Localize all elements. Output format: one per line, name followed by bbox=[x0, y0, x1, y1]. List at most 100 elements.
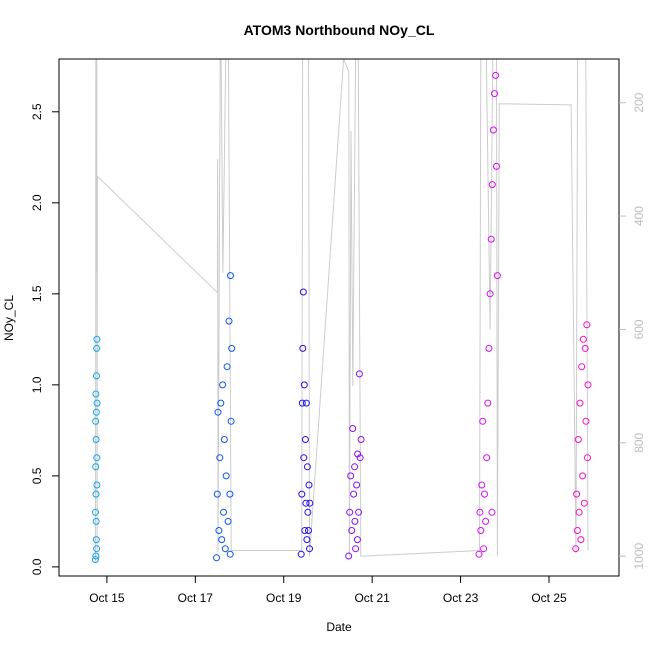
data-point bbox=[302, 399, 310, 407]
data-point bbox=[93, 454, 101, 462]
data-point bbox=[92, 436, 100, 443]
data-point bbox=[348, 527, 356, 534]
data-point bbox=[492, 71, 500, 79]
data-point bbox=[300, 381, 308, 389]
data-point bbox=[487, 235, 495, 243]
data-point bbox=[577, 536, 585, 544]
data-point bbox=[305, 527, 312, 534]
data-point bbox=[92, 390, 100, 398]
data-point bbox=[352, 545, 360, 553]
data-point bbox=[478, 481, 486, 489]
data-point bbox=[298, 490, 306, 498]
data-point bbox=[221, 545, 229, 553]
data-point bbox=[305, 481, 313, 489]
data-point bbox=[92, 490, 100, 498]
data-point bbox=[355, 370, 363, 378]
data-point bbox=[584, 381, 592, 389]
data-point bbox=[582, 417, 590, 425]
data-point bbox=[353, 481, 361, 489]
data-point bbox=[482, 517, 490, 525]
flight-series-4 bbox=[345, 370, 365, 560]
data-point bbox=[222, 472, 230, 480]
data-point bbox=[580, 499, 588, 507]
data-point bbox=[584, 454, 591, 462]
flight-series-5 bbox=[475, 71, 501, 558]
y-tick-label: 1.0 bbox=[30, 376, 44, 393]
data-point bbox=[93, 344, 101, 352]
flight-series-3 bbox=[297, 288, 314, 558]
data-point bbox=[488, 508, 496, 516]
right-y-tick-label: 800 bbox=[632, 432, 646, 452]
data-point bbox=[297, 550, 305, 558]
data-point bbox=[480, 545, 488, 553]
data-point bbox=[576, 399, 584, 407]
data-point bbox=[224, 517, 232, 525]
data-point bbox=[493, 162, 500, 170]
x-tick-label: Oct 19 bbox=[266, 591, 302, 605]
data-point bbox=[484, 399, 492, 407]
x-tick-label: Oct 15 bbox=[89, 591, 125, 605]
x-tick-label: Oct 25 bbox=[531, 591, 567, 605]
data-point bbox=[579, 335, 587, 343]
flight-series-2 bbox=[213, 272, 236, 562]
data-point bbox=[485, 344, 493, 352]
data-point bbox=[574, 436, 582, 443]
data-point bbox=[355, 508, 363, 516]
data-point bbox=[223, 363, 231, 371]
x-axis-label: Date bbox=[326, 620, 352, 634]
data-point bbox=[578, 363, 586, 371]
data-point bbox=[213, 554, 220, 562]
y-tick-label: 0.5 bbox=[30, 467, 44, 484]
x-tick-label: Oct 23 bbox=[443, 591, 479, 605]
pressure-trace-layer bbox=[95, 59, 589, 562]
data-point bbox=[349, 425, 357, 432]
data-point bbox=[477, 527, 485, 534]
data-point bbox=[93, 335, 101, 343]
data-point bbox=[216, 454, 224, 462]
data-point bbox=[299, 288, 307, 296]
data-point bbox=[301, 436, 309, 443]
data-point bbox=[351, 517, 359, 525]
right-y-axis: 200 400 600 800 1000 bbox=[619, 92, 646, 570]
x-tick-label: Oct 21 bbox=[354, 591, 390, 605]
data-point bbox=[351, 463, 359, 471]
data-point bbox=[92, 517, 100, 525]
y-axis-label: NOy_CL bbox=[2, 295, 16, 341]
right-y-tick-label: 1000 bbox=[632, 542, 646, 569]
data-point bbox=[479, 417, 487, 425]
pressure-trace-line bbox=[95, 59, 589, 562]
y-tick-label: 1.5 bbox=[30, 285, 44, 302]
data-point bbox=[303, 463, 311, 471]
data-point bbox=[214, 408, 222, 416]
data-point bbox=[302, 499, 310, 507]
flight-series-6 bbox=[572, 321, 592, 553]
data-point bbox=[303, 536, 311, 544]
data-point bbox=[306, 545, 313, 553]
x-tick-label: Oct 17 bbox=[178, 591, 214, 605]
data-point bbox=[488, 181, 496, 189]
data-point bbox=[215, 527, 223, 534]
data-point bbox=[92, 463, 100, 471]
data-point bbox=[299, 344, 307, 352]
data-point bbox=[572, 545, 580, 553]
data-point bbox=[347, 472, 355, 480]
data-point bbox=[483, 454, 491, 462]
data-point bbox=[583, 321, 591, 329]
data-point bbox=[217, 399, 225, 407]
y-tick-label: 2.5 bbox=[30, 103, 44, 120]
data-point bbox=[493, 272, 501, 280]
data-point bbox=[304, 508, 312, 516]
data-point bbox=[298, 399, 306, 407]
data-point bbox=[581, 344, 589, 352]
data-point bbox=[92, 417, 100, 425]
y-tick-label: 2.0 bbox=[30, 194, 44, 211]
data-point bbox=[228, 344, 236, 352]
y-tick-label: 0.0 bbox=[30, 558, 44, 575]
data-point bbox=[350, 490, 358, 498]
data-point bbox=[486, 290, 494, 298]
data-point bbox=[481, 490, 488, 498]
data-point bbox=[92, 408, 100, 416]
data-point bbox=[573, 527, 581, 534]
flight-series-1 bbox=[91, 335, 101, 564]
